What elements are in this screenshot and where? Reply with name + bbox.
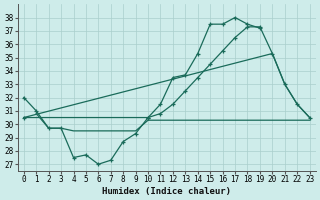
X-axis label: Humidex (Indice chaleur): Humidex (Indice chaleur) bbox=[102, 187, 231, 196]
